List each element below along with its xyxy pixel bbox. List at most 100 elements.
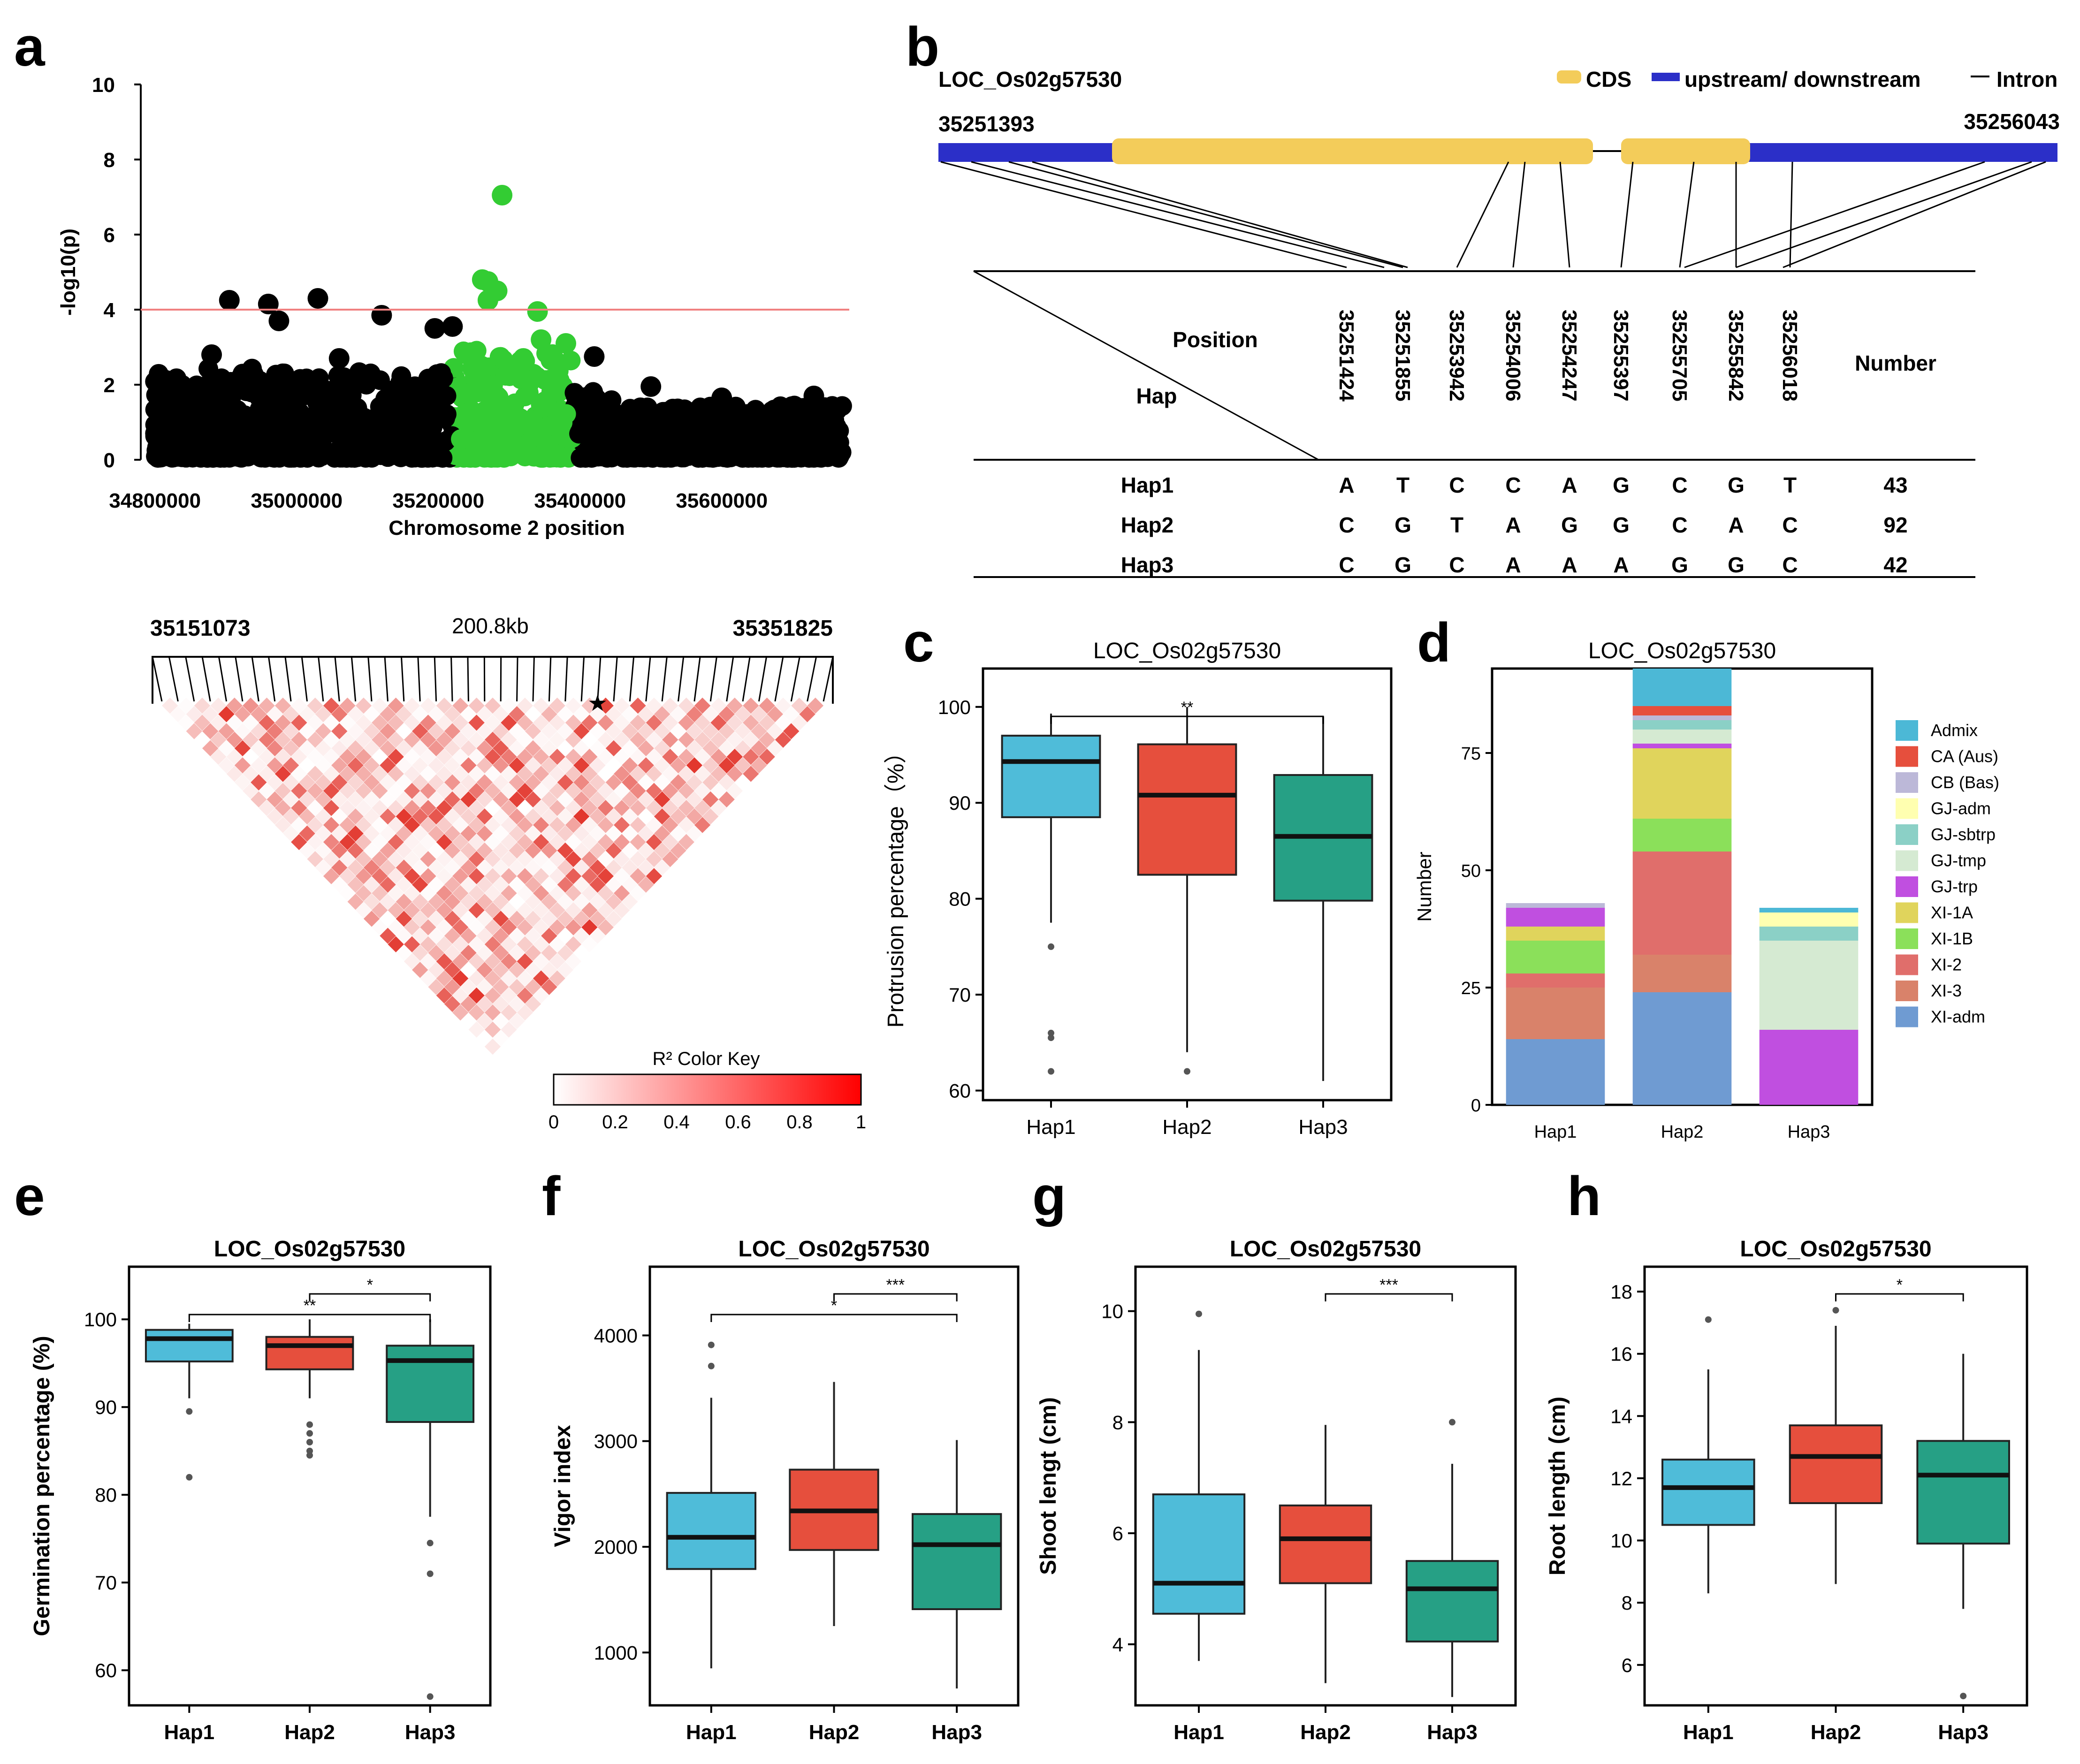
ld-cell — [484, 936, 501, 953]
candidate-snp-point — [541, 350, 561, 370]
ld-cell — [372, 715, 388, 731]
ld-cell — [541, 808, 557, 825]
manhattan-plot: Chromosome 2 position -log10(p) 0 2 4 6 8 10 3… — [57, 74, 852, 540]
ld-cell — [638, 791, 654, 808]
ld-cell — [315, 774, 332, 791]
ld-cell — [678, 799, 694, 816]
ld-cell — [694, 766, 711, 782]
y-tick-label: 4000 — [594, 1324, 638, 1346]
ld-cell — [493, 706, 509, 722]
outlier-point — [708, 1341, 715, 1348]
ld-cell — [557, 876, 573, 893]
ld-cell — [533, 715, 549, 731]
ld-cell — [525, 928, 541, 944]
ld-cell — [259, 748, 275, 765]
ld-cell — [484, 731, 501, 748]
y-tick-label: 70 — [95, 1572, 117, 1594]
ld-cell — [436, 748, 453, 765]
ld-cell — [476, 962, 493, 978]
ld-cell — [630, 766, 646, 782]
ld-cell — [331, 706, 348, 722]
snp-point — [692, 443, 712, 463]
ld-cell — [743, 748, 759, 765]
ld-cell — [234, 757, 251, 774]
ld-cell — [452, 697, 469, 714]
ld-cell — [549, 817, 565, 833]
ld-cell — [291, 834, 307, 851]
allele-cell: C — [1782, 553, 1798, 577]
significance-label: ** — [1181, 699, 1193, 716]
ld-cell — [363, 723, 380, 739]
ld-cell — [404, 697, 420, 714]
ld-cell — [420, 970, 436, 987]
ld-cell — [428, 791, 444, 808]
snp-point — [571, 448, 591, 468]
ld-cell — [630, 731, 646, 748]
snp-point — [187, 415, 207, 435]
ld-cell — [282, 774, 299, 791]
box-hap1 — [1661, 1459, 1755, 1526]
bar-segment — [1632, 730, 1732, 744]
ld-cell — [428, 893, 444, 910]
ld-cell — [251, 706, 267, 722]
ld-cell — [339, 731, 356, 748]
ld-cell — [581, 715, 598, 731]
ld-cell — [436, 731, 453, 748]
ld-cell — [638, 706, 654, 722]
snp-point — [670, 443, 690, 463]
bar-segment — [1632, 720, 1732, 730]
ld-cell — [339, 851, 356, 867]
ld-cell — [436, 936, 453, 953]
ld-cell — [525, 842, 541, 859]
ld-cell — [484, 783, 501, 799]
table-position-header: Position — [1173, 327, 1257, 352]
snp-link — [823, 656, 834, 702]
ld-cell — [251, 723, 267, 739]
snp-position-header: 35255842 — [1724, 310, 1747, 402]
ld-cell — [412, 962, 428, 978]
ld-cell — [388, 748, 404, 765]
ld-cell — [162, 697, 178, 714]
ld-cell — [597, 715, 614, 731]
ld-cell — [646, 748, 663, 765]
snp-link — [235, 656, 244, 702]
ld-cell — [484, 1021, 501, 1038]
ld-cell — [436, 766, 453, 782]
ld-cell — [565, 715, 582, 731]
manhattan-ylabel: -log10(p) — [57, 228, 80, 316]
ld-cell — [501, 731, 517, 748]
ld-cell — [501, 1004, 517, 1021]
ld-cell — [388, 885, 404, 902]
ld-cell — [299, 791, 315, 808]
ld-cell — [613, 851, 630, 867]
hap-count-cell: 42 — [1883, 553, 1907, 577]
panel-letter-e: e — [14, 1165, 45, 1227]
chart-title: LOC_Os02g57530 — [738, 1237, 930, 1262]
ld-cell — [444, 996, 461, 1012]
ld-cell — [581, 783, 598, 799]
ld-cell — [557, 962, 573, 978]
ld-cell — [638, 859, 654, 876]
ld-cell — [210, 715, 227, 731]
ld-cell — [678, 731, 694, 748]
outlier-point — [708, 1362, 715, 1369]
snp-point — [564, 383, 585, 403]
ld-cell — [282, 791, 299, 808]
ld-cell — [654, 825, 670, 842]
ld-cell — [355, 715, 372, 731]
ld-cell — [484, 953, 501, 970]
ld-cell — [630, 817, 646, 833]
color-key-tick: 0.2 — [602, 1112, 628, 1133]
gene-structure: LOC_Os02g57530 CDS upstream/ downstream … — [938, 67, 2060, 578]
ld-cell — [726, 715, 743, 731]
ld-cell — [452, 715, 469, 731]
legend-swatch — [1896, 928, 1918, 949]
ld-cell — [533, 868, 549, 884]
ld-cell — [581, 817, 598, 833]
snp-connector — [1512, 161, 1526, 268]
box-hap3 — [1916, 1440, 2010, 1545]
legend-label: GJ-sbtrp — [1931, 825, 1996, 844]
ld-cell — [533, 697, 549, 714]
ld-cell — [686, 774, 703, 791]
significance-bracket — [309, 1293, 431, 1301]
